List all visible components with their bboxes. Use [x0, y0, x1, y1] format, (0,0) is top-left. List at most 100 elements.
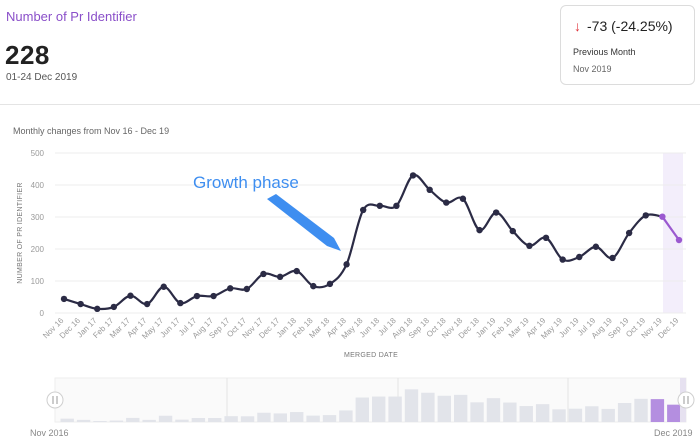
navigator-bar	[617, 403, 632, 422]
navigator-bar	[306, 415, 320, 422]
navigator-bar	[126, 417, 140, 422]
y-tick-label: 400	[31, 181, 45, 190]
data-point	[293, 267, 300, 275]
comparison-label: Previous Month	[573, 47, 636, 57]
data-point	[642, 212, 649, 219]
navigator-bar	[290, 412, 304, 422]
navigator-bar	[93, 421, 107, 422]
navigator-handle-right[interactable]	[677, 391, 695, 409]
navigator-bar	[568, 408, 583, 422]
navigator-bar	[224, 416, 238, 422]
navigator-bar	[486, 398, 501, 422]
chart-subtitle: Monthly changes from Nov 16 - Dec 19	[13, 126, 170, 136]
navigator-bar	[142, 419, 156, 422]
data-point	[592, 243, 600, 250]
navigator-bar	[470, 402, 484, 422]
data-point	[492, 209, 500, 216]
data-point	[576, 253, 583, 261]
metric-value: 228	[5, 40, 50, 70]
comparison-period: Nov 2019	[573, 64, 612, 74]
data-point	[127, 292, 134, 299]
data-point	[559, 256, 566, 263]
navigator-bar	[322, 415, 337, 422]
x-axis-title: MERGED DATE	[344, 352, 398, 359]
navigator-bar	[339, 410, 353, 422]
navigator-bar	[240, 416, 255, 422]
navigator-bar	[158, 415, 173, 422]
data-point	[609, 254, 616, 262]
navigator-bar	[257, 412, 271, 422]
navigator-bar	[585, 406, 599, 422]
data-point	[227, 285, 234, 292]
navigator-bar	[503, 402, 517, 422]
navigator-bar	[175, 419, 189, 422]
data-point	[60, 295, 68, 303]
series-line	[63, 173, 663, 311]
data-point	[426, 186, 433, 193]
comparison-delta: ↓ -73 (-24.25%)	[574, 18, 673, 34]
data-point	[509, 227, 516, 235]
navigator-bar	[404, 389, 419, 422]
delta-value: -73 (-24.25%)	[587, 18, 673, 34]
data-point	[310, 282, 317, 290]
y-tick-label: 200	[31, 245, 45, 254]
annotation-text: Growth phase	[193, 173, 299, 192]
data-point	[659, 213, 666, 220]
navigator-bar	[208, 417, 222, 422]
data-point	[409, 172, 417, 179]
annotation-arrow-icon	[267, 194, 341, 251]
y-tick-label: 500	[31, 149, 45, 158]
data-point	[77, 300, 84, 308]
data-point	[359, 206, 367, 214]
navigator-bar	[109, 420, 124, 422]
navigator-bar	[453, 394, 468, 422]
navigator-bar	[634, 398, 648, 422]
y-axis-title: NUMBER OF PR IDENTIFIER	[17, 182, 24, 283]
navigator-bar	[355, 397, 369, 422]
data-point	[177, 299, 184, 307]
data-point	[343, 261, 350, 268]
header-divider	[0, 104, 700, 105]
data-point	[326, 280, 334, 288]
navigator-bar	[191, 417, 206, 422]
metric-title: Number of Pr Identifier	[6, 9, 137, 24]
navigator-bar	[76, 419, 91, 422]
navigator-bar	[650, 399, 665, 422]
navigator-bar	[667, 404, 681, 422]
data-point	[459, 195, 467, 202]
navigator	[46, 377, 695, 423]
navigator-bar	[437, 395, 451, 422]
navigator-start-label: Nov 2016	[30, 428, 69, 438]
navigator-bar	[60, 418, 74, 422]
metric-date-range: 01-24 Dec 2019	[6, 72, 78, 83]
data-point	[160, 283, 167, 290]
data-point	[243, 285, 251, 293]
data-point	[526, 242, 533, 249]
navigator-bar	[519, 406, 533, 422]
navigator-bar	[388, 396, 402, 422]
y-tick-label: 100	[31, 277, 45, 286]
navigator-bar	[552, 409, 566, 422]
navigator-bar	[421, 392, 435, 422]
data-point	[542, 234, 550, 241]
data-point	[260, 270, 267, 278]
navigator-bar	[535, 404, 550, 422]
data-point	[210, 292, 217, 300]
y-tick-label: 0	[40, 309, 45, 318]
data-point	[143, 300, 151, 308]
navigator-end-label: Dec 2019	[654, 428, 693, 438]
data-point	[393, 202, 400, 209]
data-point	[376, 202, 384, 209]
data-point	[110, 303, 118, 311]
y-tick-label: 300	[31, 213, 45, 222]
data-point	[476, 226, 483, 234]
x-tick-label: Jun 17	[158, 316, 182, 340]
data-point	[625, 229, 633, 237]
navigator-bar	[273, 413, 288, 422]
data-point	[276, 273, 284, 281]
data-point	[443, 199, 450, 206]
navigator-handle-left[interactable]	[46, 391, 64, 409]
data-point	[193, 292, 201, 300]
navigator-bar	[601, 408, 615, 422]
